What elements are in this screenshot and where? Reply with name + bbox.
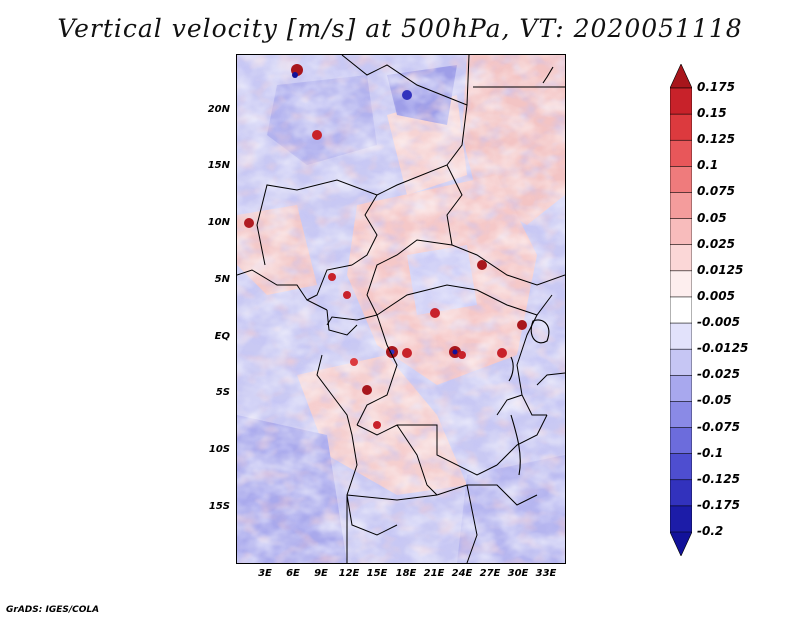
lon-label: 27E <box>479 568 501 579</box>
colorbar-segment <box>670 64 692 89</box>
colorbar-segment <box>670 374 692 403</box>
colorbar-label: 0.0125 <box>697 262 744 277</box>
colorbar-label: 0.075 <box>697 184 735 199</box>
colorbar-label: -0.2 <box>697 524 724 538</box>
grads-credit: GrADS: IGES/COLA <box>6 605 100 615</box>
colorbar-segment <box>670 139 692 168</box>
colorbar-label: -0.05 <box>697 393 732 408</box>
colorbar-segment <box>670 244 692 272</box>
lon-label: 24E <box>451 568 473 579</box>
colorbar-label: -0.0125 <box>697 341 749 356</box>
map-title: Vertical velocity [m/s] at 500hPa, VT: 2… <box>57 14 743 43</box>
colorbar-label: 0.05 <box>697 210 727 225</box>
map-panel <box>236 54 566 564</box>
colorbar-label: -0.1 <box>697 445 724 460</box>
lon-label: 3E <box>258 568 272 579</box>
lat-label: 5N <box>214 274 230 285</box>
lat-label: 5S <box>215 387 230 398</box>
lon-label: 15E <box>366 568 388 579</box>
colorbar-label: 0.125 <box>697 132 735 147</box>
colorbar-segment <box>670 453 692 481</box>
colorbar-segment <box>670 166 692 194</box>
velocity-field <box>237 55 565 563</box>
colorbar-label: -0.005 <box>697 315 740 330</box>
lon-label: 21E <box>423 568 445 579</box>
colorbar-segment <box>670 505 692 533</box>
lat-label: 10N <box>207 217 230 228</box>
lat-label: 15N <box>207 160 230 171</box>
colorbar-label: 0.15 <box>697 106 727 121</box>
colorbar-segment <box>670 401 692 429</box>
lon-label: 18E <box>395 568 417 579</box>
lon-label: 9E <box>314 568 328 579</box>
colorbar-segment <box>670 192 692 220</box>
lat-label: 20N <box>207 104 230 115</box>
colorbar-label: -0.125 <box>697 471 740 486</box>
colorbar-segment <box>670 87 692 115</box>
colorbar-segment <box>670 479 692 507</box>
country-borders <box>237 55 565 563</box>
lon-label: 33E <box>535 568 557 579</box>
colorbar-segment <box>670 113 692 142</box>
colorbar-segment <box>670 296 692 324</box>
colorbar-segment <box>670 322 692 350</box>
colorbar-segment <box>670 270 692 298</box>
convective-cells <box>244 64 527 429</box>
lon-label: 12E <box>338 568 360 579</box>
lat-label: 10S <box>208 444 230 455</box>
lat-label: 15S <box>208 501 230 512</box>
lon-label: 6E <box>286 568 300 579</box>
colorbar-label: 0.175 <box>697 80 735 94</box>
colorbar <box>670 64 692 556</box>
lat-label: EQ <box>214 331 230 342</box>
colorbar-segment <box>670 531 692 556</box>
colorbar-label: -0.025 <box>697 367 740 382</box>
colorbar-segment <box>670 348 692 377</box>
colorbar-segment <box>670 427 692 455</box>
colorbar-label: -0.175 <box>697 497 740 512</box>
lake-outlines <box>508 66 554 476</box>
colorbar-segment <box>670 218 692 246</box>
colorbar-label: 0.005 <box>697 288 735 303</box>
colorbar-label: 0.1 <box>697 158 719 173</box>
colorbar-label: 0.025 <box>697 236 735 251</box>
colorbar-label: -0.075 <box>697 419 740 434</box>
lon-label: 30E <box>507 568 529 579</box>
